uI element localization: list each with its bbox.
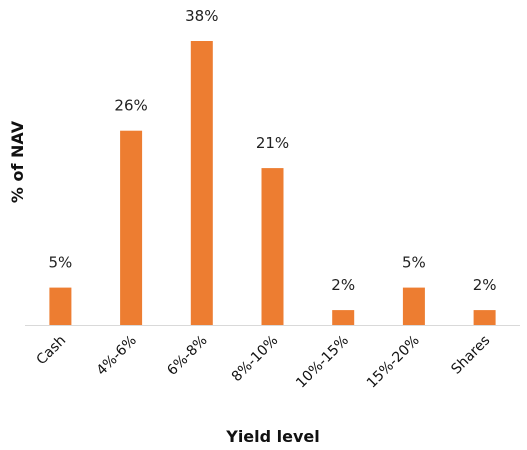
x-tick-label-5: 15%-20% [364, 333, 423, 392]
bar-0 [49, 287, 72, 325]
x-tick-label-2: 6%-8% [164, 333, 210, 379]
bars-group [49, 41, 496, 325]
data-label-5: 5% [402, 254, 426, 272]
bar-3 [261, 168, 284, 325]
bar-1 [120, 130, 143, 325]
data-label-4: 2% [331, 276, 355, 294]
x-tick-label-0: Cash [33, 333, 69, 369]
bar-4 [332, 310, 355, 325]
x-axis-title: Yield level [225, 427, 320, 446]
data-label-1: 26% [114, 97, 147, 115]
data-label-6: 2% [473, 276, 497, 294]
data-labels-group: 5% 26% 38% 21% 2% 5% 2% [49, 7, 497, 294]
data-label-0: 5% [49, 254, 73, 272]
bar-5 [402, 287, 425, 325]
y-axis-title: % of NAV [8, 120, 27, 203]
bar-6 [473, 310, 496, 325]
x-tick-labels-group: Cash 4%-6% 6%-8% 8%-10% 10%-15% 15%-20% Shares [33, 333, 493, 392]
x-tick-label-1: 4%-6% [94, 333, 140, 379]
data-label-2: 38% [185, 7, 218, 25]
bar-2 [190, 41, 213, 325]
data-label-3: 21% [256, 134, 289, 152]
x-tick-label-6: Shares [448, 333, 493, 378]
x-tick-label-4: 10%-15% [293, 333, 352, 392]
x-tick-label-3: 8%-10% [229, 333, 282, 386]
